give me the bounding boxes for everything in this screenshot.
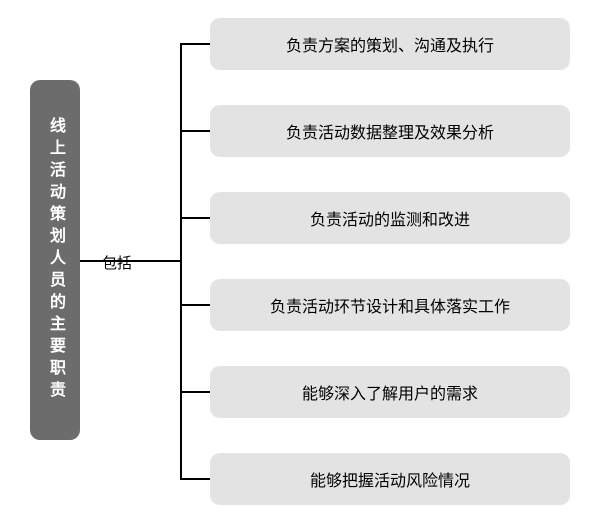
connector-vline <box>180 43 182 480</box>
item-label: 负责方案的策划、沟通及执行 <box>286 32 494 56</box>
item-box: 负责活动的监测和改进 <box>210 192 570 244</box>
item-label: 负责活动数据整理及效果分析 <box>286 119 494 143</box>
branch-line <box>180 391 210 393</box>
item-box: 负责活动数据整理及效果分析 <box>210 105 570 157</box>
connector-label: 包括 <box>102 252 132 273</box>
item-box: 负责活动环节设计和具体落实工作 <box>210 279 570 331</box>
branch-line <box>180 304 210 306</box>
branch-line <box>180 43 210 45</box>
connector-hline-main <box>80 260 140 262</box>
connector-hline-stub <box>140 260 180 262</box>
branch-line <box>180 217 210 219</box>
item-label: 能够把握活动风险情况 <box>310 467 470 491</box>
item-label: 负责活动环节设计和具体落实工作 <box>270 293 510 317</box>
item-label: 负责活动的监测和改进 <box>310 206 470 230</box>
item-box: 能够把握活动风险情况 <box>210 453 570 505</box>
branch-line <box>180 478 210 480</box>
root-label: 线上活动策划人员的主要职责 <box>43 117 67 403</box>
branch-line <box>180 130 210 132</box>
root-node: 线上活动策划人员的主要职责 <box>30 80 80 440</box>
item-box: 能够深入了解用户的需求 <box>210 366 570 418</box>
item-box: 负责方案的策划、沟通及执行 <box>210 18 570 70</box>
item-label: 能够深入了解用户的需求 <box>302 380 478 404</box>
